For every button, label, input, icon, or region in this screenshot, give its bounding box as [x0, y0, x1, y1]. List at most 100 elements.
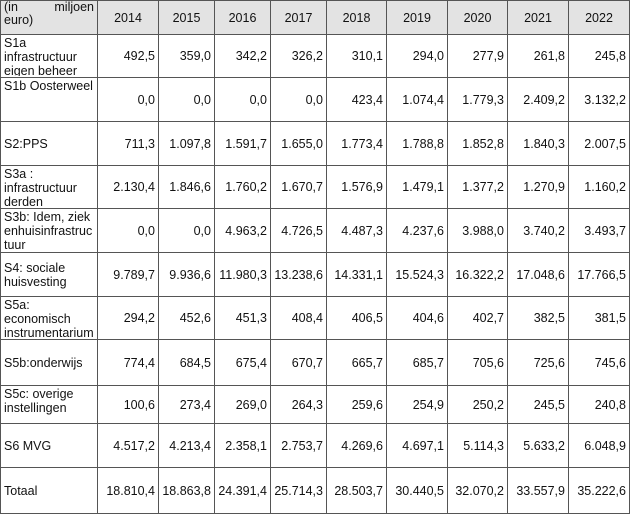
value: 1.655,0: [281, 136, 323, 151]
value: 0,0: [137, 92, 155, 107]
value: 1.760,2: [225, 180, 267, 194]
value-cell: 14.331,1: [326, 252, 387, 297]
value: 745,6: [594, 355, 626, 370]
value: 1.479,1: [402, 180, 444, 194]
row-label-cell: S1a infrastructuur eigen beheer: [0, 34, 98, 78]
value-cell: 1.788,8: [386, 121, 448, 166]
year-header-2015: 2015: [158, 0, 215, 35]
table-row: S5b:onderwijs 774,4 684,5 675,4 670,7 66…: [0, 339, 630, 386]
value-cell: 1.840,3: [507, 121, 569, 166]
value: 711,3: [124, 136, 155, 151]
value-cell: 1.655,0: [270, 121, 327, 166]
value: 4.213,4: [169, 438, 211, 453]
row-label: S5c: overige instellingen: [4, 387, 74, 415]
value: 32.070,2: [455, 483, 504, 498]
value-cell: 725,6: [507, 339, 569, 386]
value: 452,6: [179, 311, 211, 325]
row-label: S3a : infrastructuur derden: [4, 167, 77, 207]
value-cell: 16.322,2: [447, 252, 508, 297]
value: 13.238,6: [274, 267, 323, 282]
value: 685,7: [412, 355, 444, 370]
value-cell: 3.988,0: [447, 208, 508, 253]
value-cell: 1.576,9: [326, 165, 387, 209]
value-cell: 5.633,2: [507, 423, 569, 468]
row-label: S4: sociale huisvesting: [4, 260, 67, 289]
row-label-cell: S2:PPS: [0, 121, 98, 166]
table-row: S3a : infrastructuur derden 2.130,4 1.84…: [0, 165, 630, 209]
value: 259,6: [351, 397, 383, 412]
value-cell: 254,9: [386, 385, 448, 424]
row-label-cell: S4: sociale huisvesting: [0, 252, 98, 297]
value: 30.440,5: [395, 483, 444, 498]
value-cell: 264,3: [270, 385, 327, 424]
value-cell: 17.048,6: [507, 252, 569, 297]
value: 1.840,3: [523, 136, 565, 151]
value: 261,8: [533, 49, 565, 63]
value-cell: 670,7: [270, 339, 327, 386]
value: 2.007,5: [584, 136, 626, 151]
value: 33.557,9: [516, 483, 565, 498]
value-cell: 3.132,2: [568, 77, 630, 122]
value-cell: 261,8: [507, 34, 569, 78]
value: 1.788,8: [402, 136, 444, 151]
value: 3.988,0: [462, 223, 504, 238]
value: 269,0: [235, 397, 267, 412]
value: 0,0: [193, 223, 211, 238]
value: 100,6: [123, 397, 155, 412]
value-cell: 1.270,9: [507, 165, 569, 209]
year-header-2021: 2021: [507, 0, 569, 35]
value: 404,6: [412, 311, 444, 325]
year-header-2016: 2016: [214, 0, 271, 35]
row-label-cell: S6 MVG: [0, 423, 98, 468]
value-cell: 277,9: [447, 34, 508, 78]
value: 2.358,1: [225, 438, 267, 453]
value-cell: 18.810,4: [97, 467, 159, 514]
value-cell: 1.160,2: [568, 165, 630, 209]
value-cell: 0,0: [270, 77, 327, 122]
value: 1.591,7: [225, 136, 267, 151]
value: 2.753,7: [281, 438, 323, 453]
value: 705,6: [472, 355, 504, 370]
value: 18.863,8: [162, 483, 211, 498]
value-cell: 259,6: [326, 385, 387, 424]
value: 310,1: [351, 49, 383, 63]
year-header-2018: 2018: [326, 0, 387, 35]
value: 402,7: [472, 311, 504, 325]
value: 1.670,7: [281, 180, 323, 194]
value: 423,4: [351, 92, 383, 107]
value: 18.810,4: [106, 483, 155, 498]
value-cell: 240,8: [568, 385, 630, 424]
value: 2.409,2: [523, 92, 565, 107]
value: 254,9: [412, 397, 444, 412]
value-cell: 33.557,9: [507, 467, 569, 514]
value-cell: 4.487,3: [326, 208, 387, 253]
value-cell: 326,2: [270, 34, 327, 78]
value: 6.048,9: [584, 438, 626, 453]
value-cell: 665,7: [326, 339, 387, 386]
value: 294,2: [123, 311, 155, 325]
value-cell: 675,4: [214, 339, 271, 386]
value-cell: 705,6: [447, 339, 508, 386]
value: 1.074,4: [402, 92, 444, 107]
row-label-cell: Totaal: [0, 467, 98, 514]
value: 35.222,6: [577, 483, 626, 498]
value-cell: 4.697,1: [386, 423, 448, 468]
value: 1.852,8: [462, 136, 504, 151]
value: 4.697,1: [402, 438, 444, 453]
value-cell: 2.358,1: [214, 423, 271, 468]
value: 3.493,7: [584, 223, 626, 238]
value-cell: 382,5: [507, 296, 569, 340]
value-cell: 100,6: [97, 385, 159, 424]
value-cell: 452,6: [158, 296, 215, 340]
value: 277,9: [472, 49, 504, 63]
value-cell: 9.936,6: [158, 252, 215, 297]
value: 1.097,8: [169, 136, 211, 151]
value: 0,0: [137, 223, 155, 238]
table-row: S5a: economisch instrumentarium 294,2 45…: [0, 296, 630, 340]
value-cell: 3.740,2: [507, 208, 569, 253]
value: 1.846,6: [169, 180, 211, 194]
value-cell: 451,3: [214, 296, 271, 340]
table-row: S6 MVG 4.517,2 4.213,4 2.358,1 2.753,7 4…: [0, 423, 630, 468]
value-cell: 423,4: [326, 77, 387, 122]
value-cell: 294,0: [386, 34, 448, 78]
